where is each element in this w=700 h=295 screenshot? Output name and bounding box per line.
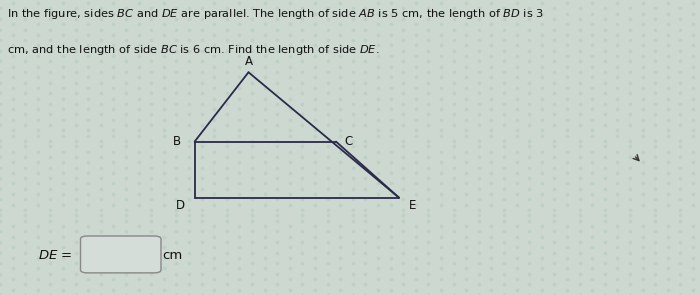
Text: In the figure, sides $\mathit{BC}$ and $\mathit{DE}$ are parallel. The length of: In the figure, sides $\mathit{BC}$ and $… xyxy=(7,7,544,21)
Text: E: E xyxy=(410,199,416,212)
Text: C: C xyxy=(344,135,353,148)
Text: cm, and the length of side $\mathit{BC}$ is 6 cm. Find the length of side $\math: cm, and the length of side $\mathit{BC}$… xyxy=(7,43,379,57)
Text: D: D xyxy=(176,199,186,212)
FancyBboxPatch shape xyxy=(80,236,161,273)
Text: $\mathit{DE}$ =: $\mathit{DE}$ = xyxy=(38,249,73,262)
Text: A: A xyxy=(244,55,253,68)
Text: cm: cm xyxy=(162,249,183,262)
Text: B: B xyxy=(173,135,181,148)
